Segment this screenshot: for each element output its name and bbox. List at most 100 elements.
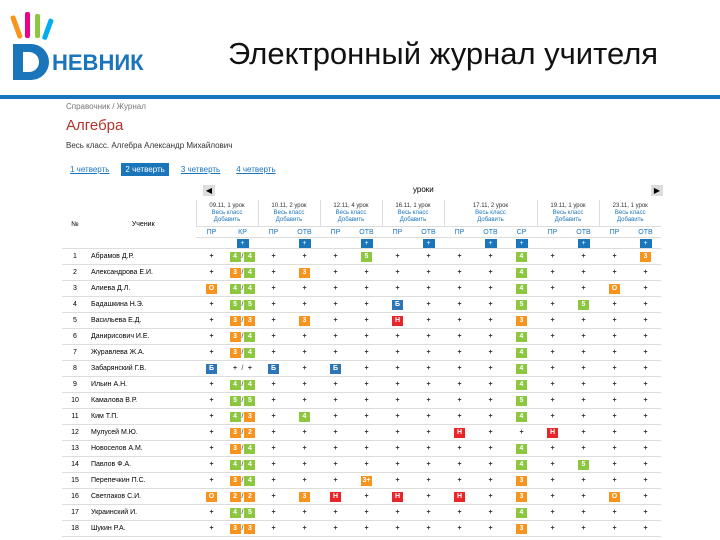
mark[interactable]: + (333, 284, 338, 292)
mark[interactable]: + (364, 364, 369, 372)
lesson-header[interactable]: 16.11, 1 урок Весь класс Добавить (381, 200, 444, 227)
mark[interactable]: + (271, 476, 276, 484)
mark[interactable]: + (271, 508, 276, 516)
mark[interactable]: 4 (244, 283, 256, 294)
mark[interactable]: + (550, 332, 555, 340)
mark[interactable]: + (457, 396, 462, 404)
mark[interactable]: + (271, 380, 276, 388)
mark[interactable]: + (271, 412, 276, 420)
mark[interactable]: 3 (229, 523, 241, 534)
mark[interactable]: + (581, 412, 586, 420)
prev-button[interactable]: ◀ (203, 185, 215, 196)
mark[interactable]: + (364, 284, 369, 292)
mark[interactable]: + (333, 412, 338, 420)
mark[interactable]: + (643, 428, 648, 436)
mark[interactable]: + (271, 396, 276, 404)
mark[interactable]: + (457, 460, 462, 468)
mark[interactable]: + (550, 284, 555, 292)
mark[interactable]: + (395, 396, 400, 404)
mark[interactable]: + (271, 444, 276, 452)
mark[interactable]: + (488, 348, 493, 356)
mark[interactable]: 5 (516, 395, 527, 406)
mark[interactable]: + (643, 284, 648, 292)
tab[interactable]: 2 четверть (121, 163, 169, 176)
mark[interactable]: + (550, 380, 555, 388)
lesson-header[interactable]: 23.11, 1 урок Весь класс Добавить (598, 200, 661, 227)
mark[interactable]: + (457, 412, 462, 420)
mark[interactable]: + (581, 316, 586, 324)
mark[interactable]: + (209, 412, 214, 420)
mark[interactable]: + (643, 348, 648, 356)
mark[interactable]: + (581, 508, 586, 516)
mark[interactable]: + (550, 524, 555, 532)
mark[interactable]: + (488, 316, 493, 324)
mark[interactable]: 3 (299, 315, 310, 326)
mark[interactable]: 5 (361, 251, 372, 262)
mark[interactable]: + (488, 268, 493, 276)
mark[interactable]: + (364, 492, 369, 500)
mark[interactable]: 3 (516, 523, 527, 534)
mark[interactable]: + (612, 300, 617, 308)
mark[interactable]: + (364, 444, 369, 452)
mark[interactable]: + (488, 412, 493, 420)
mark[interactable]: + (488, 380, 493, 388)
mark[interactable]: + (271, 460, 276, 468)
mark[interactable]: 4 (229, 507, 241, 518)
mark[interactable]: + (271, 316, 276, 324)
mark[interactable]: 2 (244, 427, 256, 438)
mark[interactable]: + (426, 268, 431, 276)
mark[interactable]: + (457, 380, 462, 388)
mark[interactable]: + (457, 332, 462, 340)
mark[interactable]: + (550, 444, 555, 452)
mark[interactable]: + (488, 508, 493, 516)
mark[interactable]: + (457, 316, 462, 324)
mark[interactable]: + (643, 380, 648, 388)
mark[interactable]: + (488, 332, 493, 340)
mark[interactable]: 4 (229, 283, 241, 294)
mark[interactable]: 4 (516, 283, 527, 294)
mark[interactable]: + (364, 412, 369, 420)
mark[interactable]: 3 (244, 523, 256, 534)
mark[interactable]: + (209, 524, 214, 532)
mark[interactable]: + (581, 396, 586, 404)
mark[interactable]: + (333, 268, 338, 276)
mark[interactable]: + (612, 428, 617, 436)
mark[interactable]: + (333, 524, 338, 532)
mark[interactable]: + (488, 524, 493, 532)
mark[interactable]: + (581, 364, 586, 372)
mark[interactable]: + (247, 364, 253, 372)
mark[interactable]: 3 (229, 347, 241, 358)
mark[interactable]: + (302, 428, 307, 436)
mark[interactable]: 3 (244, 411, 256, 422)
mark[interactable]: + (426, 508, 431, 516)
mark[interactable]: + (457, 284, 462, 292)
mark[interactable]: + (457, 348, 462, 356)
mark[interactable]: + (271, 428, 276, 436)
mark[interactable]: О (609, 491, 620, 502)
mark[interactable]: + (364, 348, 369, 356)
mark[interactable]: + (550, 268, 555, 276)
mark[interactable]: + (395, 332, 400, 340)
mark[interactable]: + (271, 348, 276, 356)
mark[interactable]: + (550, 316, 555, 324)
mark[interactable]: + (643, 300, 648, 308)
mark[interactable]: 4 (516, 267, 527, 278)
mark[interactable]: + (395, 268, 400, 276)
mark[interactable]: + (612, 364, 617, 372)
mark[interactable]: 4 (229, 411, 241, 422)
mark[interactable]: 4 (244, 331, 256, 342)
mark[interactable]: + (333, 316, 338, 324)
mark[interactable]: 5 (516, 299, 527, 310)
mark[interactable]: + (612, 460, 617, 468)
mark[interactable]: + (426, 300, 431, 308)
lesson-header[interactable]: 12.11, 4 урок Весь класс Добавить (319, 200, 382, 227)
mark[interactable]: + (302, 476, 307, 484)
mark[interactable]: + (612, 444, 617, 452)
mark[interactable]: + (612, 476, 617, 484)
mark[interactable]: + (612, 380, 617, 388)
mark[interactable]: + (395, 444, 400, 452)
mark[interactable]: Н (392, 491, 403, 502)
mark[interactable]: Б (268, 363, 279, 374)
mark[interactable]: Н (330, 491, 341, 502)
mark[interactable]: + (302, 284, 307, 292)
